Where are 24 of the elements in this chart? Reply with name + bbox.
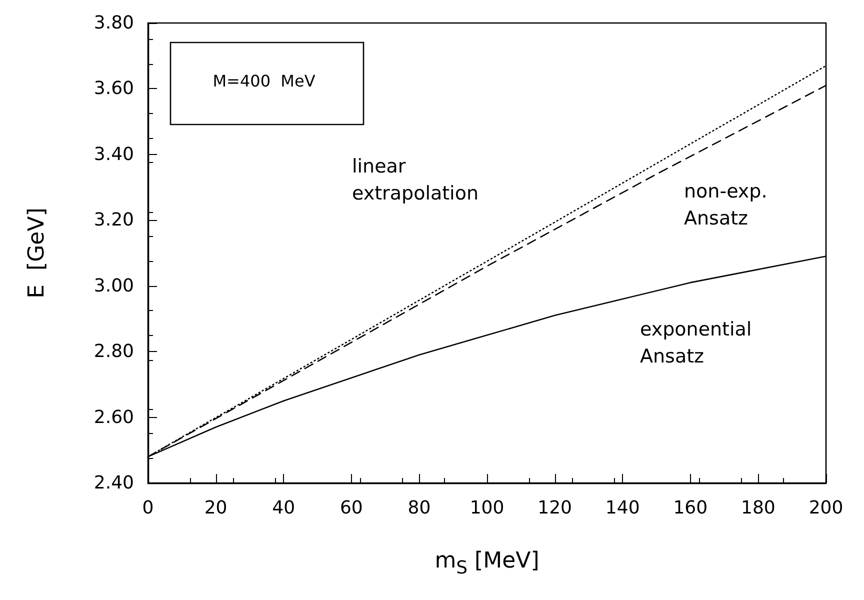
x-tick-label: 140 [605, 498, 640, 518]
x-tick-label: 200 [808, 498, 844, 518]
y-tick-label: 3.80 [94, 12, 134, 34]
y-tick-label: 2.60 [94, 406, 134, 428]
x-tick-label: 20 [204, 498, 228, 518]
x-tick-label: 40 [272, 498, 296, 518]
x-tick-label: 80 [408, 498, 431, 518]
y-tick-label: 3.40 [94, 144, 134, 165]
x-tick-label: 120 [538, 498, 572, 518]
y-tick-label: 2.80 [94, 341, 134, 362]
x-tick-label: 180 [741, 498, 776, 518]
y-tick-label: 2.40 [94, 472, 134, 494]
x-tick-label: 100 [470, 498, 504, 518]
y-axis-title: E [GeV] [24, 208, 50, 298]
annotation: M=400 MeV [212, 72, 316, 90]
x-tick-label: 60 [340, 498, 363, 518]
x-tick-label: 0 [142, 498, 154, 518]
y-tick-label: 3.20 [94, 210, 134, 231]
x-tick-label: 160 [673, 498, 708, 518]
annotation: non-exp. Ansatz [684, 180, 768, 230]
y-tick-label: 3.60 [94, 78, 134, 100]
y-tick-label: 3.00 [94, 275, 134, 296]
annotation: linear extrapolation [352, 156, 479, 204]
annotation: exponential Ansatz [640, 318, 752, 368]
